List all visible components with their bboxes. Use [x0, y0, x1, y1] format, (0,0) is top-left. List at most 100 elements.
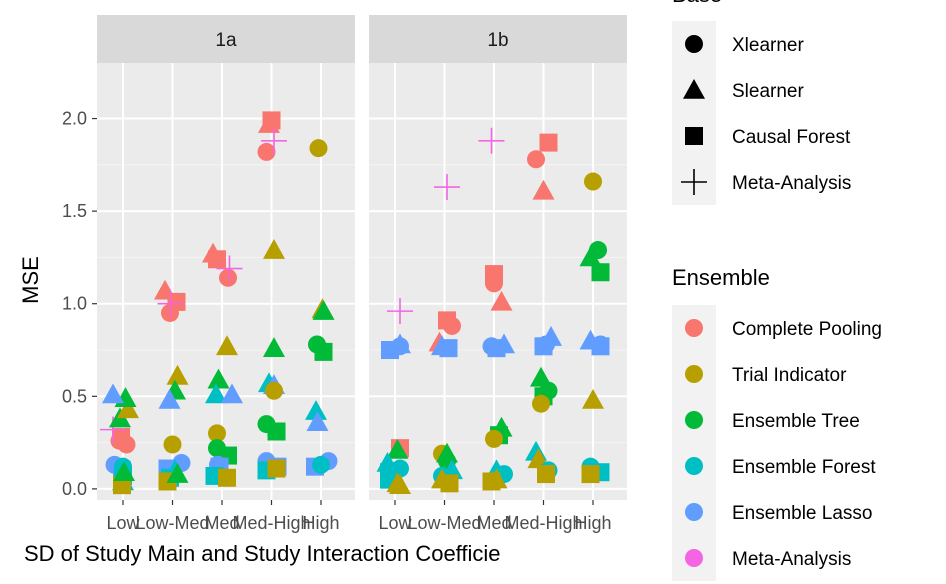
- y-tick-label: 1.5: [62, 201, 87, 221]
- data-point: [305, 400, 327, 420]
- x-tick-label: High: [574, 513, 611, 533]
- data-point: [218, 468, 236, 487]
- data-point: [440, 474, 459, 493]
- facet-strip: [97, 15, 355, 63]
- data-point: [306, 411, 329, 432]
- facet-panels: 1a 1b: [97, 15, 627, 500]
- data-point: [532, 394, 550, 413]
- data-point: [216, 335, 238, 356]
- data-point: [591, 263, 610, 282]
- legend-key-color-swatch: [685, 411, 703, 429]
- y-axis: 0.0 0.5 1.0 1.5 2.0: [62, 109, 97, 499]
- data-point: [102, 383, 124, 404]
- data-point: [166, 463, 189, 483]
- data-point: [493, 333, 515, 354]
- legend-key-color-swatch: [685, 365, 703, 383]
- data-point: [257, 142, 276, 161]
- x-tick-label: Med: [204, 513, 239, 533]
- data-point: [579, 246, 602, 267]
- data-point: [591, 337, 610, 356]
- x-tick-label: Med: [476, 513, 511, 533]
- data-point: [208, 424, 226, 443]
- legend-key-square-icon: [685, 127, 703, 145]
- data-point: [158, 389, 181, 409]
- x-tick-label: Med-High: [504, 513, 582, 533]
- data-point: [262, 111, 281, 130]
- x-tick-label: Med-High: [232, 513, 310, 533]
- facet-label: 1a: [215, 30, 237, 51]
- data-point: [216, 255, 243, 282]
- x-tick-label: Low-Med: [407, 513, 481, 533]
- data-point: [117, 398, 139, 419]
- data-point: [389, 333, 411, 354]
- data-point: [527, 150, 545, 169]
- base-legend: Base Xlearner Slearner Causal Forest Meta-An…: [672, 0, 851, 205]
- legend-item-label: Ensemble Tree: [732, 411, 860, 432]
- data-point: [157, 290, 184, 317]
- data-point: [485, 429, 503, 448]
- legend-key-color-swatch: [685, 457, 703, 475]
- legend-item-label: Complete Pooling: [732, 319, 882, 340]
- data-point: [443, 316, 461, 335]
- data-point: [434, 174, 460, 201]
- x-tick-label: Low-Med: [135, 513, 209, 533]
- facet-strip: [369, 15, 627, 63]
- legend-item-label: Slearner: [732, 81, 804, 102]
- data-point: [265, 381, 283, 400]
- data-point: [312, 300, 335, 320]
- legend-item-label: Trial Indicator: [732, 365, 847, 386]
- legend-item-label: Meta-Analysis: [732, 173, 851, 194]
- data-point: [314, 342, 333, 361]
- data-point: [589, 241, 607, 260]
- data-point: [530, 366, 552, 387]
- legend-item-label: Ensemble Forest: [732, 457, 876, 478]
- data-point: [439, 339, 458, 358]
- legend-item-label: Xlearner: [732, 35, 804, 56]
- legend-key-color-swatch: [685, 549, 703, 567]
- legend-key-cross-icon: [681, 169, 707, 195]
- data-point: [205, 383, 227, 404]
- x-tick-label: Low: [106, 513, 140, 533]
- legend-key-color-swatch: [685, 503, 703, 521]
- data-point: [263, 337, 285, 357]
- data-point: [386, 439, 409, 459]
- ensemble-legend: Ensemble Complete Pooling Trial Indicator E…: [672, 265, 882, 581]
- y-tick-label: 1.0: [62, 294, 87, 314]
- data-point: [267, 422, 286, 441]
- data-point: [267, 459, 286, 478]
- data-point: [490, 290, 513, 311]
- data-point: [219, 268, 237, 287]
- y-tick-label: 0.5: [62, 386, 87, 406]
- data-point: [582, 389, 604, 409]
- data-point: [263, 239, 285, 259]
- y-axis-title: MSE: [18, 256, 43, 304]
- legend-key-color-swatch: [685, 319, 703, 337]
- data-point: [539, 133, 558, 152]
- data-point: [387, 298, 413, 325]
- data-point: [117, 435, 136, 454]
- legend-key-circle-icon: [685, 35, 703, 53]
- legend-item-label: Meta-Analysis: [732, 549, 851, 570]
- y-tick-label: 0.0: [62, 479, 87, 499]
- data-point: [537, 465, 555, 484]
- data-point: [261, 127, 287, 154]
- data-point: [389, 474, 411, 494]
- legend-item-label: Causal Forest: [732, 127, 851, 148]
- data-point: [532, 179, 555, 200]
- data-point: [309, 139, 328, 158]
- x-axis-title: SD of Study Main and Study Interaction C…: [24, 541, 501, 566]
- data-point: [163, 435, 182, 454]
- y-tick-label: 2.0: [62, 109, 87, 129]
- x-tick-label: High: [302, 513, 339, 533]
- facet-label: 1b: [487, 30, 508, 51]
- data-point: [581, 465, 600, 484]
- legend-item-label: Ensemble Lasso: [732, 503, 872, 524]
- data-point: [584, 172, 602, 191]
- legend-key-triangle-icon: [683, 79, 705, 99]
- ensemble-legend-title: Ensemble: [672, 265, 770, 290]
- x-tick-label: Low: [378, 513, 412, 533]
- data-point: [113, 461, 135, 482]
- data-point: [221, 383, 243, 404]
